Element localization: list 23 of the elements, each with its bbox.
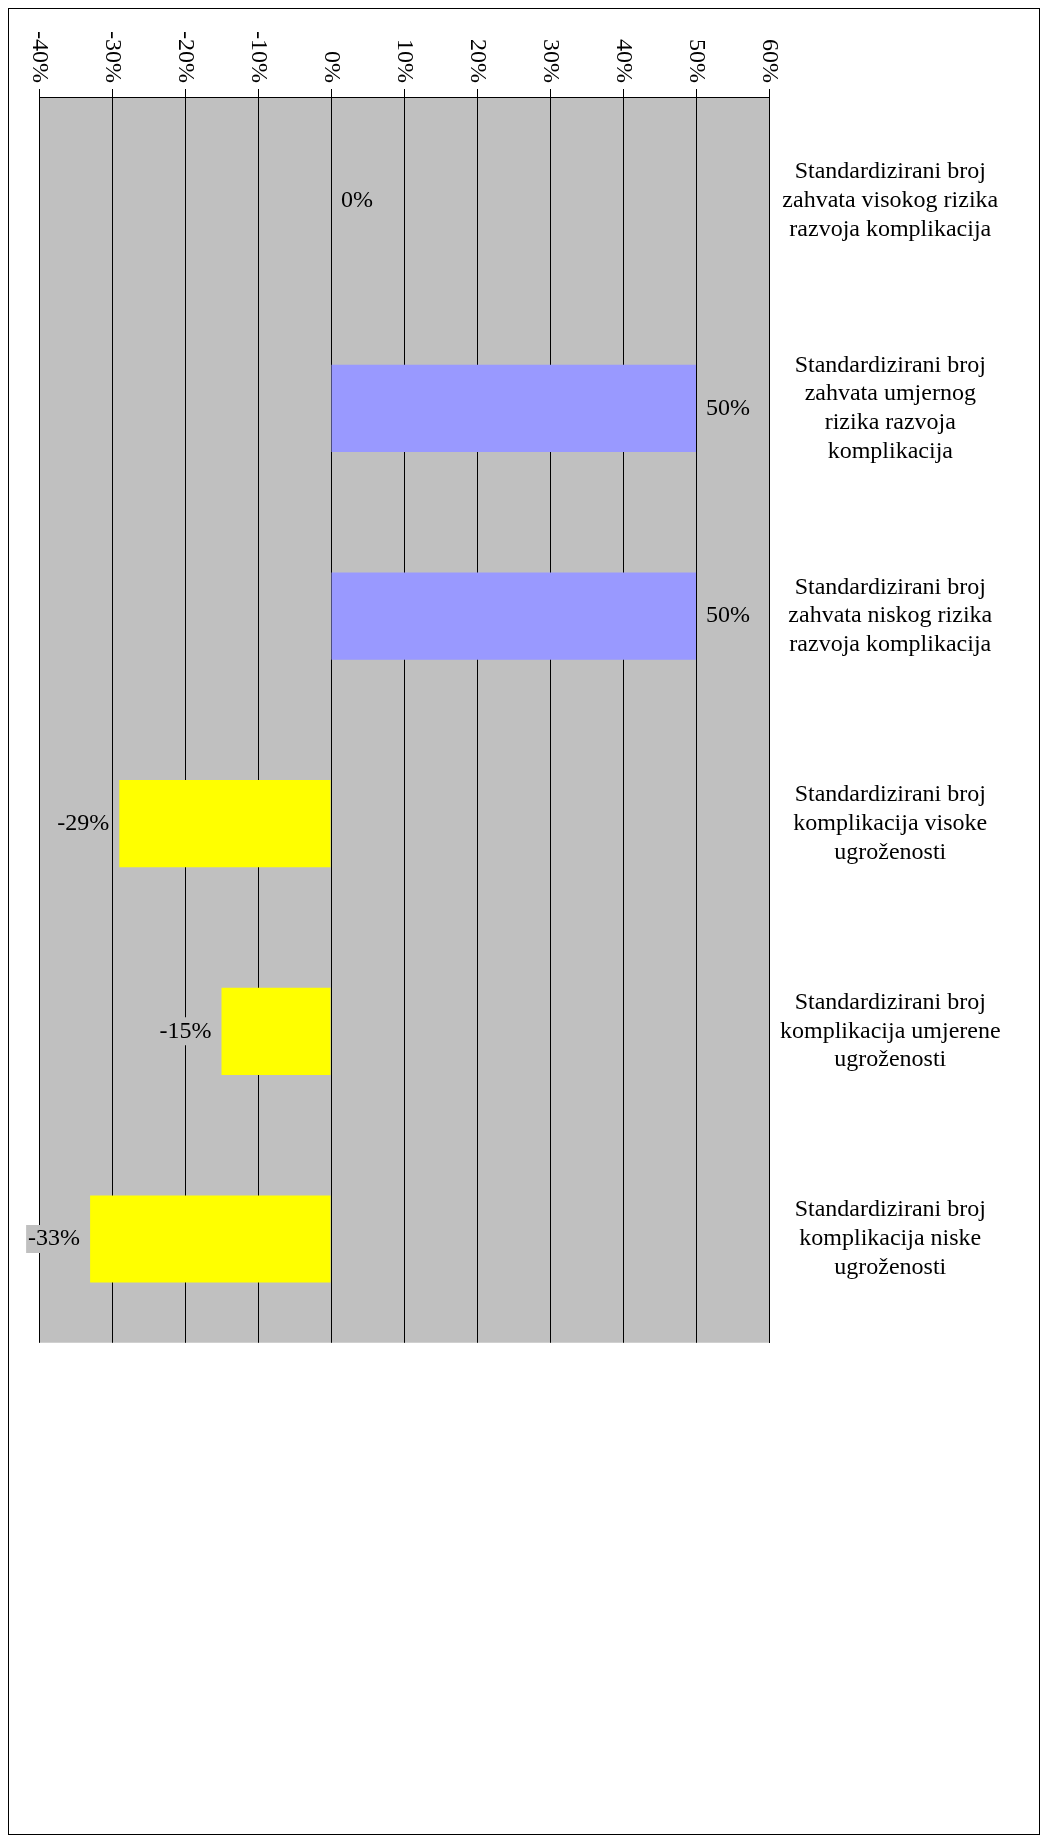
- x-tick-label: 10%: [392, 39, 419, 83]
- y-tick-label: Standardizirani broj zahvata visokog rizika razvoja komplikacija: [782, 157, 999, 241]
- data-label: -33%: [28, 1224, 81, 1251]
- data-label: 0%: [341, 186, 373, 213]
- x-tick-label: 60%: [757, 39, 784, 83]
- x-tick-label: -40%: [27, 31, 54, 84]
- x-tick-label: -10%: [246, 31, 273, 84]
- x-tick-label: 40%: [611, 39, 638, 83]
- y-tick-label: Standardizirani broj zahvata niskog rizika razvoja komplikacija: [788, 572, 993, 657]
- data-label: -15%: [159, 1016, 212, 1043]
- y-tick-label: Standardizirani broj komplikacija umjerene ugroženosti: [779, 987, 1001, 1072]
- x-tick-label: -20%: [173, 31, 200, 84]
- data-label: 50%: [706, 601, 750, 628]
- data-label: 50%: [706, 393, 750, 420]
- x-tick-label: 0%: [319, 51, 346, 83]
- x-tick-label: 50%: [684, 39, 711, 83]
- y-tick-label: Standardizirani broj zahvata umjernog rizika razvoja komplikacija: [794, 350, 986, 463]
- x-tick-label: 20%: [465, 39, 492, 83]
- x-tick-label: -30%: [100, 31, 127, 84]
- data-label: -29%: [57, 809, 110, 836]
- y-tick-label: Standardizirani broj komplikacija niske ugroženosti: [794, 1195, 986, 1280]
- x-tick-label: 30%: [538, 39, 565, 83]
- y-tick-label: Standardizirani broj komplikacija visoke ugroženosti: [793, 780, 988, 864]
